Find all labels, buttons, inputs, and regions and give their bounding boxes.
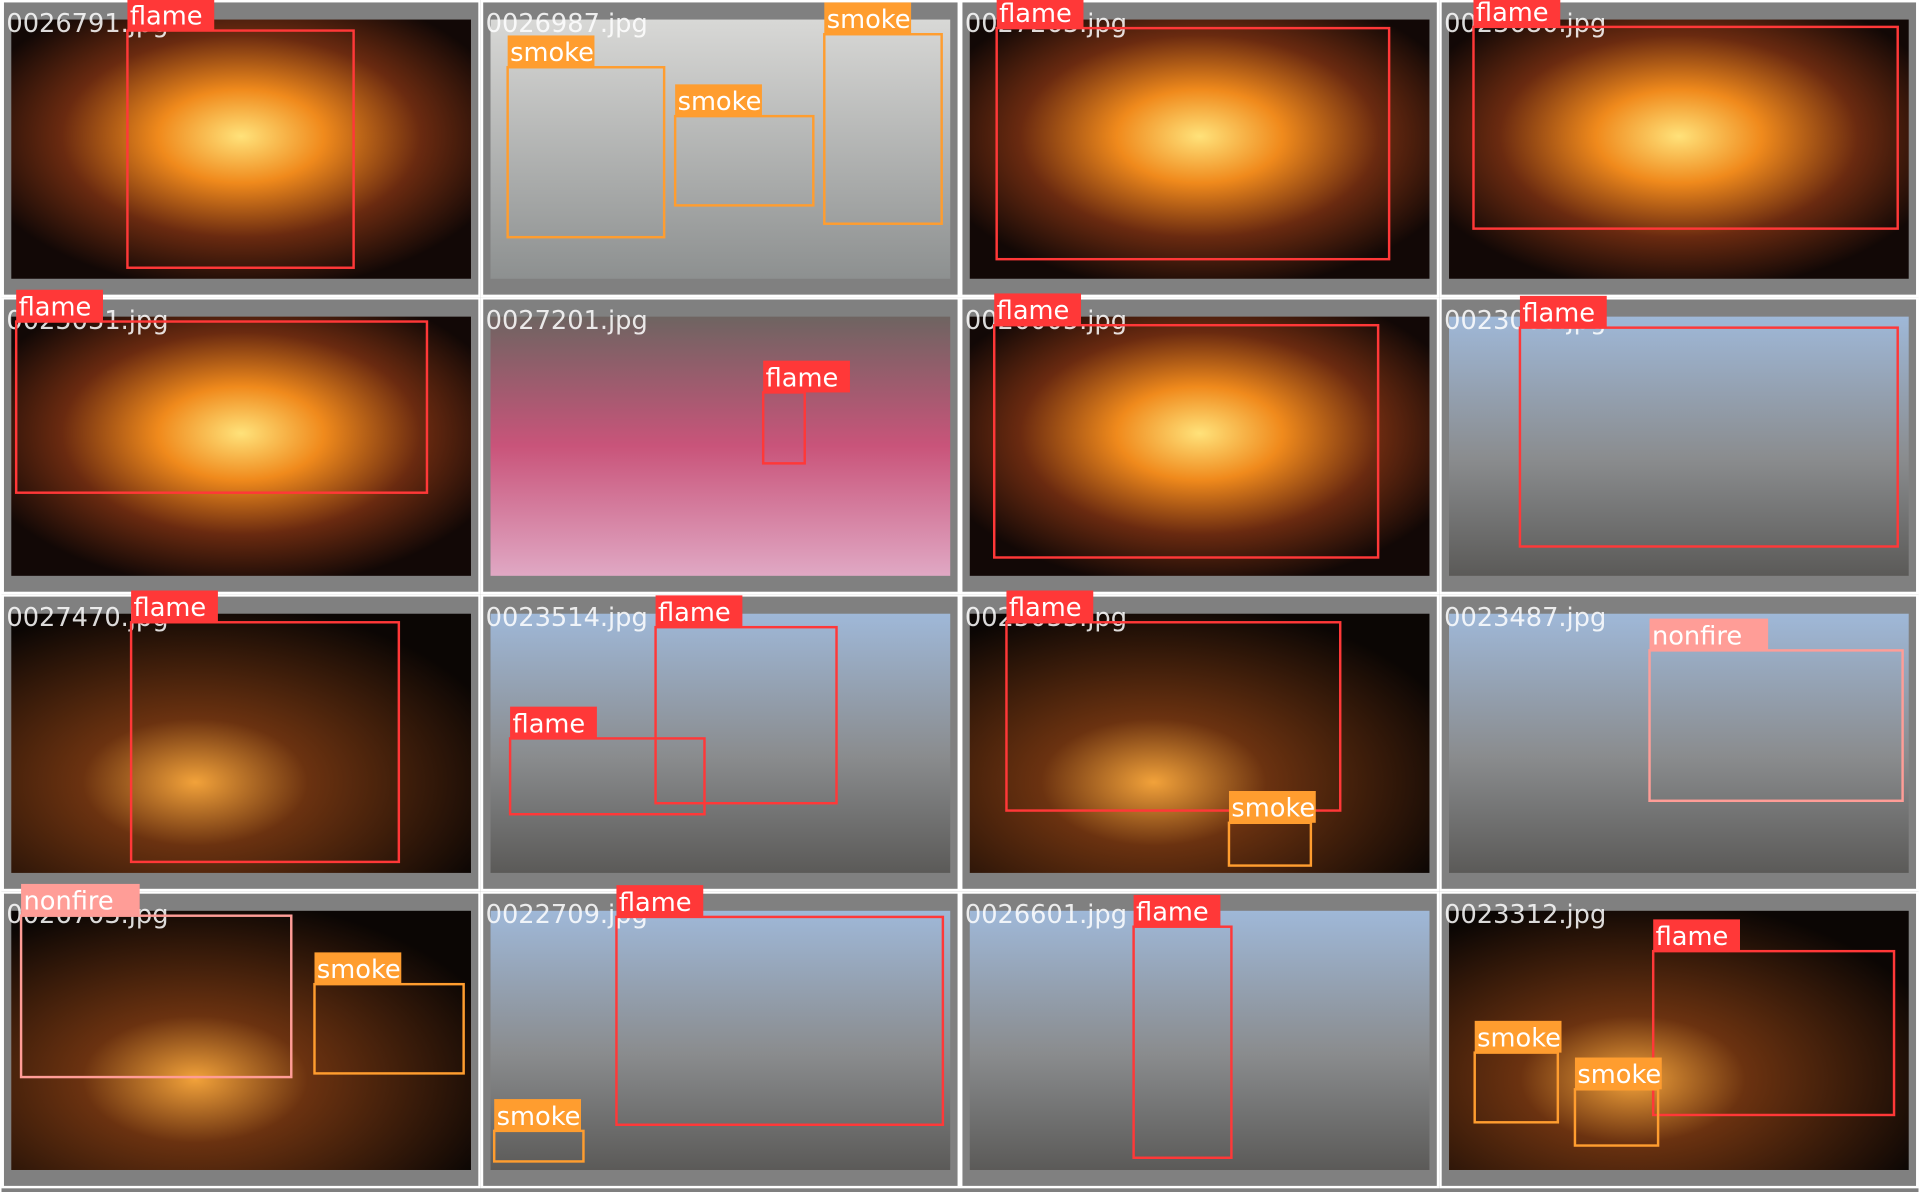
detection-label: nonfire (24, 887, 114, 917)
bounding-box (14, 320, 429, 494)
detection-label: flame (766, 363, 839, 393)
label-background (1474, 1020, 1562, 1053)
label-background (655, 595, 743, 628)
detection-label: flame (513, 709, 586, 739)
label-background (21, 883, 140, 916)
detection-label: flame (1476, 0, 1549, 28)
label-background (994, 293, 1082, 326)
label-background (494, 1099, 582, 1131)
bounding-box (1005, 621, 1342, 812)
tile-image (11, 316, 471, 576)
label-background (16, 289, 103, 322)
bounding-box (129, 621, 401, 864)
detection-label: flame (130, 1, 203, 31)
label-background (1574, 1057, 1662, 1090)
label-background (127, 0, 215, 31)
bounding-box (1472, 25, 1899, 230)
detection-label: smoke (510, 38, 594, 68)
detection-label: flame (658, 598, 731, 628)
tile-image (969, 316, 1430, 576)
detection-label: smoke (317, 955, 401, 985)
tile-image (1449, 19, 1909, 279)
detection-label: smoke (678, 87, 762, 117)
label-background (1133, 894, 1221, 927)
tile-image (1449, 316, 1909, 576)
bounding-box (19, 914, 293, 1079)
tile-image (490, 316, 951, 576)
bounding-box (615, 915, 945, 1126)
label-background (1006, 590, 1094, 623)
tile-image (11, 910, 471, 1170)
label-background (1519, 295, 1607, 328)
detection-label: flame (1522, 299, 1595, 329)
bounding-box (823, 33, 943, 225)
bounding-box (126, 29, 355, 269)
detection-label: flame (134, 593, 207, 623)
detection-label: smoke (497, 1102, 581, 1132)
label-background (763, 360, 850, 393)
detection-label: smoke (1577, 1060, 1661, 1090)
bounding-box (1518, 326, 1899, 548)
tile-filename: 0023514.jpg (486, 603, 648, 633)
bounding-box (1651, 949, 1896, 1117)
detection-label: smoke (827, 5, 911, 35)
label-background (675, 84, 762, 117)
tile-image (11, 613, 471, 873)
detection-label: flame (1009, 593, 1082, 623)
label-background (1228, 790, 1316, 823)
tile-image (969, 19, 1430, 279)
label-background (1649, 618, 1769, 651)
bounding-box (508, 737, 706, 816)
tile-image (969, 910, 1430, 1170)
tile-image (11, 19, 471, 279)
tile-filename: 0026601.jpg (965, 900, 1127, 930)
label-background (1473, 0, 1561, 27)
detection-label: flame (1656, 922, 1729, 952)
tile-image (969, 613, 1430, 873)
tile-image (1449, 613, 1909, 873)
detection-label: flame (19, 292, 92, 322)
tile-filename: 0026987.jpg (486, 9, 648, 39)
detection-label: flame (619, 888, 692, 918)
bounding-box (993, 323, 1380, 559)
tile-image (490, 613, 951, 873)
label-background (824, 2, 912, 35)
detection-label: nonfire (1652, 621, 1742, 651)
label-background (314, 952, 402, 985)
bounding-box (654, 625, 838, 805)
label-background (1653, 919, 1740, 952)
label-background (510, 706, 597, 739)
bounding-box (1648, 649, 1904, 803)
detection-label: smoke (1231, 794, 1315, 824)
label-background (507, 35, 595, 68)
label-background (131, 590, 218, 623)
label-background (616, 885, 704, 917)
detection-label: smoke (1477, 1024, 1561, 1054)
label-background (996, 0, 1084, 29)
tile-filename: 0027201.jpg (486, 306, 648, 336)
detection-label: flame (997, 296, 1070, 326)
tile-filename: 0023487.jpg (1444, 603, 1606, 633)
tile-filename: 0023312.jpg (1444, 900, 1606, 930)
detection-label: flame (1136, 898, 1209, 928)
detection-label: flame (999, 0, 1072, 29)
bounding-box (995, 26, 1391, 261)
